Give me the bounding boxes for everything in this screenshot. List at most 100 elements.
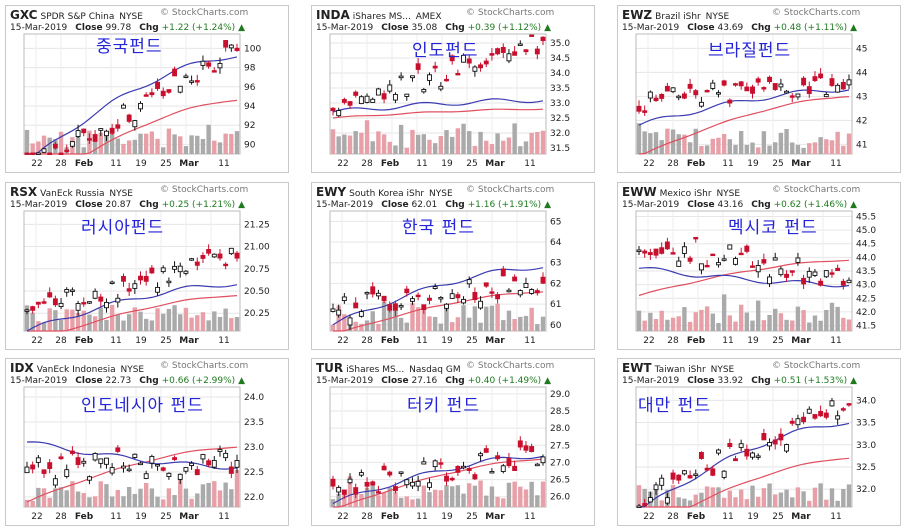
x-tick-label: 22 [643,512,654,522]
volume-bar [529,132,534,154]
chg-value: +0.66 (+2.99%) [161,376,236,386]
volume-bar [353,131,358,154]
volume-bar [336,305,341,331]
source-watermark: © StockCharts.com [466,361,555,371]
candle-body [364,95,370,103]
x-tick-label: 11 [218,159,229,169]
volume-bar [432,143,438,154]
price-chart: 20.25 20.50 20.75 21.00 21.25 22 28 Feb 11 19 25 Ma… [23,210,270,346]
source-watermark: © StockCharts.com [772,8,861,18]
y-tick-label: 27.5 [550,441,570,451]
candle-body [194,469,200,476]
volume-bar [200,139,206,154]
x-tick-label: Feb [687,512,706,522]
x-tick-label: Mar [179,336,199,346]
volume-bar [149,131,155,154]
volume-bar [540,130,546,154]
candle-body [698,263,704,271]
candle-body [772,257,778,261]
candle-body [217,449,223,452]
candle-body [64,149,70,153]
candle-body [512,51,518,56]
candle-body [489,291,495,294]
plot-area [635,33,853,155]
volume-bar [58,487,64,507]
candle-body [642,503,648,507]
volume-bar [342,134,347,154]
plot-area [329,210,547,332]
y-tick-label: 34.0 [856,396,876,406]
volume-bar [161,499,166,507]
x-tick-label: 11 [830,512,841,522]
candle-body [336,486,342,493]
volume-bar [370,141,375,154]
candle-body [211,460,217,468]
candle-body [540,36,546,42]
quote-date: 15-Mar-2019 [622,200,680,210]
candle-body [835,267,841,271]
candle-body [647,497,653,503]
candle-body [455,465,461,473]
y-tick-label: 20.75 [244,265,270,275]
candle-body [755,265,761,273]
volume-bar [183,146,189,154]
candle-body [670,472,676,480]
candle-body [653,484,659,491]
candle-body [840,280,846,286]
quote-date: 15-Mar-2019 [10,200,68,210]
candle-body [432,65,438,69]
y-tick-label: 44.0 [856,253,876,263]
candle-body [347,478,353,484]
candle-body [177,85,183,93]
volume-bar [155,308,160,331]
volume-bar [506,137,512,154]
chart-header: RSX VanEck Russia NYSE © StockCharts.com [10,185,248,199]
candle-body [846,279,852,284]
volume-bar [387,141,392,154]
close-label: Close [687,376,715,386]
candle-body [829,400,835,407]
candle-body [69,450,75,454]
candle-body [472,66,478,72]
candle-body [438,462,444,465]
chg-label: Chg [445,200,465,210]
candle-body [223,452,229,459]
volume-bar [223,308,228,331]
price-chart: 31.5 32.0 32.5 33.0 33.5 34.0 34.5 35.0 22 28 Feb 1… [329,33,570,169]
candle-body [767,276,772,285]
y-tick-label: 21.25 [244,220,270,230]
price-summary: 15-Mar-2019 Close 20.87 Chg +0.25 (+1.21%)… [10,200,245,210]
volume-bar [472,485,478,507]
close-value: 20.87 [105,200,132,210]
up-arrow-icon: ▲ [541,23,551,33]
volume-bar [784,489,789,507]
candle-body [64,469,70,477]
price-chart: 22.0 22.5 23.0 23.5 24.0 22 28 Feb 11 19 25 Mar 11 [23,386,264,522]
volume-bar [172,495,177,507]
volume-bar [841,488,846,507]
volume-bar [523,141,529,154]
x-tick-label: 19 [135,159,147,169]
candle-body [330,478,336,487]
y-tick-label: 63 [550,259,561,269]
volume-bar [738,489,744,507]
volume-bar [387,487,392,507]
fund-name: Mexico iShr [659,189,712,199]
price-chart: 32.0 32.5 33.0 33.5 34.0 22 28 Feb 11 19 25 Mar 11 [635,386,876,522]
volume-bar [716,323,721,331]
chart-panel-tur: 26.0 26.5 27.0 27.5 28.0 28.5 29.0 22 28 Feb 11 19 2… [311,358,595,526]
candle-body [149,455,155,464]
volume-bar [484,495,489,507]
candle-body [801,277,807,285]
volume-bar [750,142,755,154]
candle-body [647,91,653,99]
volume-bar [710,313,715,331]
plot-area [635,210,853,332]
candle-body [41,148,47,153]
volume-bar [64,309,69,331]
candle-body [75,130,81,137]
close-label: Close [75,23,103,33]
volume-bar [676,134,681,154]
plot-area [23,33,241,155]
volume-bar [744,144,750,154]
